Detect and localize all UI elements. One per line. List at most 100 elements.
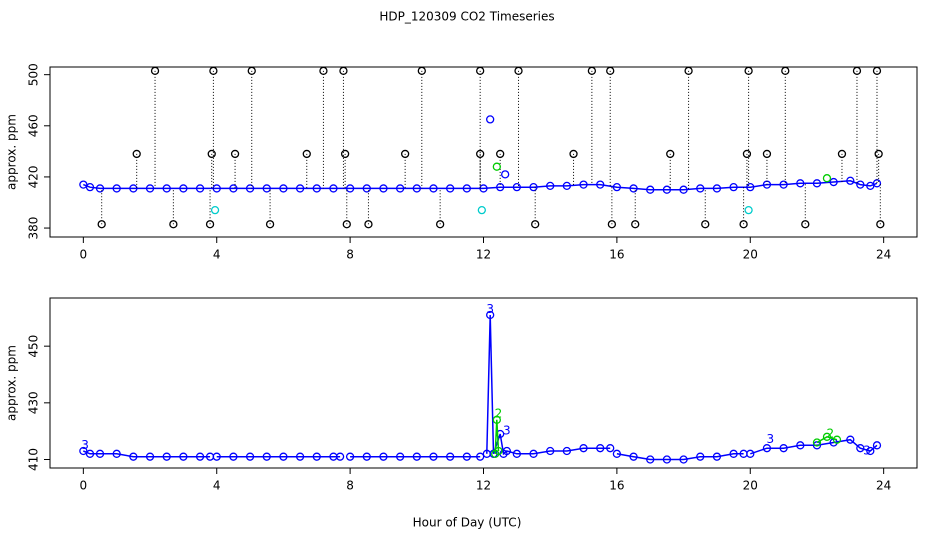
point <box>345 452 355 461</box>
point <box>492 162 501 171</box>
annotation: 3 <box>81 438 89 452</box>
point <box>742 149 752 159</box>
x-tick-label: 24 <box>876 479 891 493</box>
point <box>531 220 540 229</box>
point <box>701 220 710 229</box>
point <box>876 220 885 229</box>
point <box>779 444 788 453</box>
point <box>729 449 738 458</box>
x-tick-label: 16 <box>609 248 624 262</box>
series-line <box>83 180 878 191</box>
point <box>746 449 755 458</box>
y-axis-label: approx. ppm <box>5 345 19 421</box>
point <box>822 174 832 183</box>
point <box>145 452 155 461</box>
point <box>476 452 485 461</box>
point <box>696 452 705 461</box>
point <box>712 452 722 461</box>
annotation: 3 <box>863 444 871 458</box>
annotation: 3 <box>486 302 494 316</box>
point <box>496 183 505 192</box>
point <box>129 184 138 193</box>
point <box>412 452 421 461</box>
point <box>342 220 351 229</box>
annotation: 2 <box>495 407 503 421</box>
point <box>631 220 640 229</box>
x-tick-label: 12 <box>476 479 491 493</box>
point <box>477 206 486 215</box>
point <box>646 455 655 464</box>
point <box>856 180 865 189</box>
point <box>779 180 788 189</box>
point <box>262 452 271 461</box>
point <box>546 181 555 191</box>
x-tick-label: 12 <box>476 248 491 262</box>
point <box>379 184 388 193</box>
point <box>212 452 221 461</box>
point <box>486 115 495 124</box>
point <box>712 184 722 193</box>
x-tick-label: 4 <box>213 479 221 493</box>
point <box>79 446 88 456</box>
point <box>379 452 388 461</box>
point <box>502 446 511 456</box>
point <box>462 452 471 461</box>
point <box>145 184 155 193</box>
point <box>329 184 338 193</box>
point <box>395 184 405 193</box>
x-tick-label: 0 <box>80 479 88 493</box>
point <box>606 444 615 453</box>
point <box>262 184 271 193</box>
point <box>796 179 805 188</box>
point <box>295 452 305 461</box>
point <box>562 181 572 191</box>
x-tick-label: 16 <box>609 479 624 493</box>
point <box>569 149 578 159</box>
point <box>319 66 328 75</box>
point <box>762 149 772 159</box>
point <box>364 220 373 229</box>
point <box>812 438 822 447</box>
point <box>429 184 438 193</box>
point <box>169 220 178 229</box>
y-tick-label: 460 <box>27 114 41 137</box>
point <box>295 184 305 193</box>
y-axis-label: approx. ppm <box>5 114 19 190</box>
point <box>514 66 523 75</box>
y-tick-label: 430 <box>27 391 41 414</box>
point <box>629 452 638 461</box>
point <box>162 452 171 461</box>
point <box>95 184 105 193</box>
point <box>207 149 216 159</box>
point <box>606 66 615 75</box>
point <box>512 183 521 192</box>
point <box>312 452 321 461</box>
point <box>874 149 883 159</box>
point <box>729 183 738 192</box>
point <box>247 66 256 75</box>
point <box>195 452 205 461</box>
point <box>796 441 805 450</box>
point <box>812 179 822 188</box>
point <box>596 180 605 189</box>
point <box>832 435 842 444</box>
point <box>744 206 753 215</box>
point <box>179 184 188 193</box>
point <box>512 449 521 458</box>
point <box>646 185 655 194</box>
point <box>562 446 572 456</box>
point <box>476 149 485 159</box>
point <box>866 446 875 456</box>
point <box>662 455 672 464</box>
series-line <box>83 314 878 461</box>
point <box>579 444 588 453</box>
y-tick-label: 500 <box>27 63 41 86</box>
point <box>362 184 371 193</box>
annotation: 3 <box>766 432 774 446</box>
point <box>579 180 588 189</box>
y-tick-label: 380 <box>27 217 41 240</box>
point <box>829 177 838 187</box>
point <box>97 220 106 229</box>
point <box>129 452 138 461</box>
y-tick-label: 450 <box>27 335 41 358</box>
